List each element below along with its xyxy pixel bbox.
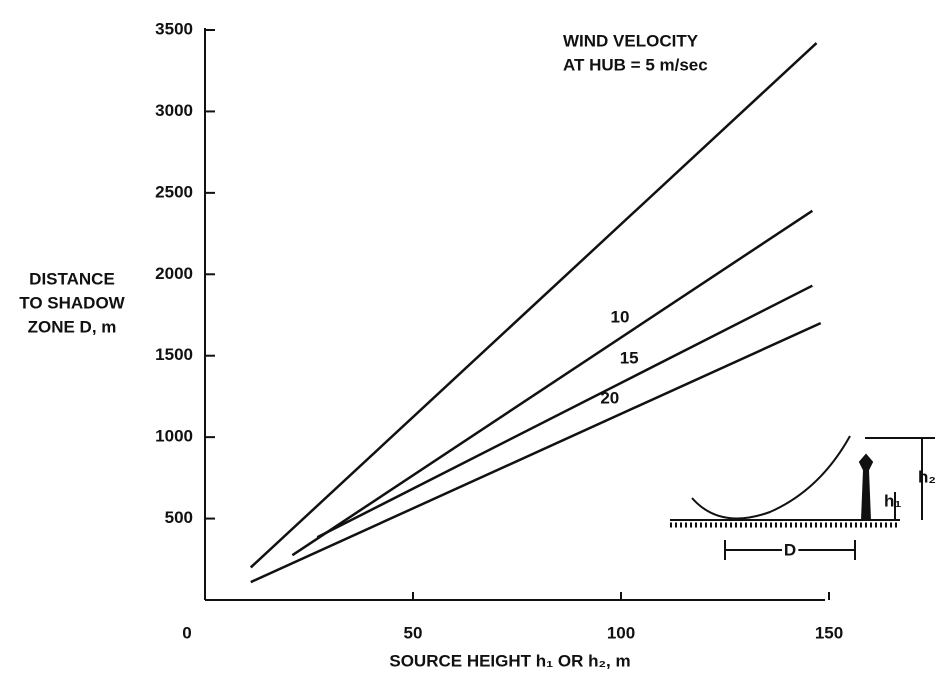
y-tick-label: 500 (165, 508, 193, 527)
y-tick-label: 3500 (155, 19, 193, 38)
x-tick-label: 0 (182, 623, 191, 642)
y-tick-label: 2500 (155, 182, 193, 201)
y-tick-label: 1000 (155, 427, 193, 446)
x-tick-label: 150 (815, 623, 843, 642)
y-tick-label: 3000 (155, 101, 193, 120)
y-axis-label: ZONE D, m (28, 317, 117, 336)
x-axis-label: SOURCE HEIGHT h₁ OR h₂, m (389, 651, 630, 670)
y-tick-label: 2000 (155, 264, 193, 283)
y-axis-label: TO SHADOW (19, 293, 125, 312)
line-label: 15 (620, 348, 639, 367)
line-label: 10 (610, 308, 629, 327)
x-tick-label: 100 (607, 623, 635, 642)
inset-label: h₁ (884, 491, 901, 510)
data-line (249, 42, 818, 569)
data-line (250, 322, 822, 584)
y-axis-label: DISTANCE (29, 269, 115, 288)
inset-label: D (784, 540, 796, 559)
data-line (291, 209, 814, 557)
inset-diagram (670, 435, 935, 560)
y-tick-label: 1500 (155, 345, 193, 364)
annotation: WIND VELOCITY (563, 31, 699, 50)
x-tick-label: 50 (404, 623, 423, 642)
annotation: AT HUB = 5 m/sec (563, 55, 708, 74)
line-label: 20 (600, 388, 619, 407)
data-line (316, 284, 813, 539)
inset-label: h₂ (918, 467, 936, 486)
